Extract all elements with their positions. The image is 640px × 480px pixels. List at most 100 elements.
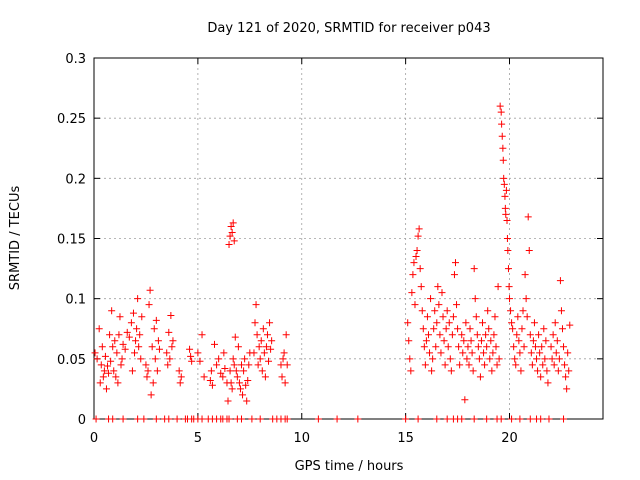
data-point xyxy=(208,381,216,389)
data-point xyxy=(152,415,160,423)
data-point xyxy=(464,343,472,351)
data-point xyxy=(423,313,431,321)
data-point xyxy=(233,373,241,381)
data-point xyxy=(445,319,453,327)
data-point xyxy=(225,241,233,249)
data-point xyxy=(278,373,286,381)
x-tick-label: 5 xyxy=(194,431,202,446)
data-point xyxy=(440,337,448,345)
data-point xyxy=(279,355,287,363)
data-point xyxy=(558,325,566,333)
data-point xyxy=(516,415,524,423)
data-point xyxy=(109,343,117,351)
data-point xyxy=(210,340,218,348)
data-point xyxy=(112,373,120,381)
data-point xyxy=(225,415,233,423)
x-tick-label: 15 xyxy=(397,431,414,446)
data-point xyxy=(563,385,571,393)
data-point xyxy=(462,319,470,327)
data-point xyxy=(523,313,531,321)
data-point xyxy=(444,343,452,351)
data-point xyxy=(495,355,503,363)
data-point xyxy=(431,307,439,315)
data-point xyxy=(415,225,423,233)
data-point xyxy=(479,319,487,327)
data-point xyxy=(535,331,543,339)
data-point xyxy=(107,357,115,365)
data-point xyxy=(354,415,362,423)
chart-title: Day 121 of 2020, SRMTID for receiver p04… xyxy=(207,21,490,36)
data-point xyxy=(333,415,341,423)
data-point xyxy=(524,213,532,221)
data-point xyxy=(456,361,464,369)
data-point xyxy=(413,247,421,255)
data-point xyxy=(242,381,250,389)
data-point xyxy=(244,376,252,384)
data-point xyxy=(486,355,494,363)
data-point xyxy=(473,331,481,339)
data-point xyxy=(511,355,519,363)
data-point xyxy=(187,352,195,360)
y-axis-title: SRMTID / TECUs xyxy=(8,186,23,291)
data-point xyxy=(508,319,516,327)
data-point xyxy=(240,367,248,375)
data-point xyxy=(236,385,244,393)
data-point xyxy=(483,343,491,351)
data-point xyxy=(443,415,451,423)
data-point xyxy=(238,361,246,369)
data-point xyxy=(405,337,413,345)
data-point xyxy=(129,309,137,317)
data-point xyxy=(256,415,264,423)
data-point xyxy=(510,343,518,351)
data-point xyxy=(534,367,542,375)
data-point xyxy=(188,357,196,365)
data-point xyxy=(98,343,106,351)
data-point xyxy=(231,333,239,341)
data-point xyxy=(245,361,253,369)
data-point xyxy=(250,349,258,357)
data-point xyxy=(151,355,159,363)
y-tick-label: 0.3 xyxy=(65,52,86,67)
data-point xyxy=(498,132,506,140)
data-point xyxy=(128,367,136,375)
data-point xyxy=(229,219,237,227)
data-point xyxy=(528,361,536,369)
data-point xyxy=(283,361,291,369)
data-points xyxy=(91,102,574,423)
data-point xyxy=(150,325,158,333)
data-point xyxy=(448,331,456,339)
data-point xyxy=(198,331,206,339)
data-point xyxy=(438,289,446,297)
data-point xyxy=(494,283,502,291)
data-point xyxy=(518,325,526,333)
data-point xyxy=(506,295,514,303)
data-point xyxy=(560,343,568,351)
data-point xyxy=(442,325,450,333)
data-point xyxy=(228,385,236,393)
data-point xyxy=(454,325,462,333)
data-point xyxy=(514,313,522,321)
data-point xyxy=(149,379,157,387)
data-point xyxy=(515,337,523,345)
y-tick-label: 0 xyxy=(78,413,86,428)
data-point xyxy=(553,337,561,345)
data-point xyxy=(526,415,534,423)
data-point xyxy=(422,337,430,345)
data-point xyxy=(500,180,508,188)
data-point xyxy=(520,343,528,351)
data-point xyxy=(105,369,113,377)
data-point xyxy=(407,367,415,375)
data-point xyxy=(455,343,463,351)
data-point xyxy=(416,265,424,273)
data-point xyxy=(268,337,276,345)
data-point xyxy=(100,367,108,375)
data-point xyxy=(545,415,553,423)
data-point xyxy=(133,325,141,333)
data-point xyxy=(525,247,533,255)
data-point xyxy=(277,361,285,369)
axes xyxy=(93,57,604,420)
data-point xyxy=(252,301,260,309)
data-point xyxy=(469,367,477,375)
data-point xyxy=(136,331,144,339)
data-point xyxy=(404,319,412,327)
